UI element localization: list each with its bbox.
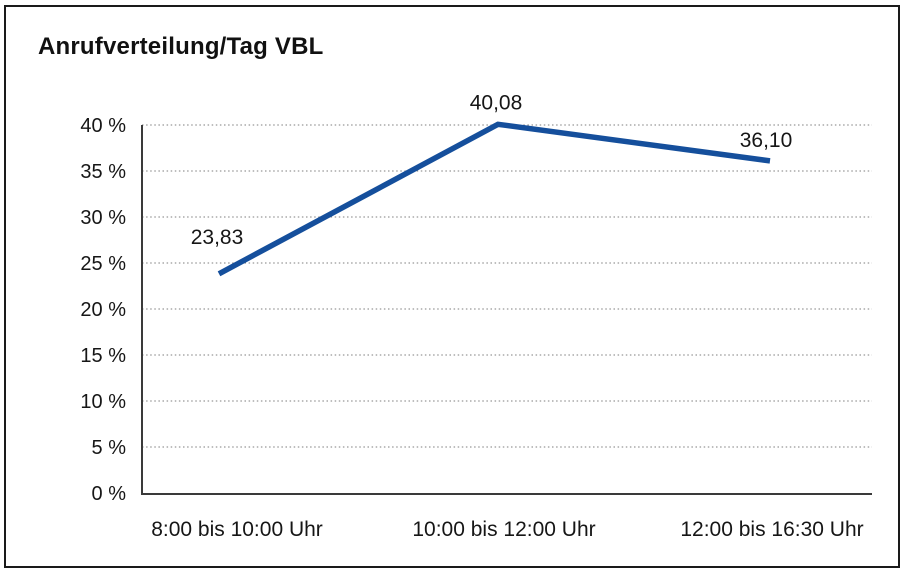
x-category-label: 10:00 bis 12:00 Uhr (412, 518, 595, 541)
y-tick-label: 25 % (80, 253, 126, 275)
y-tick-label: 15 % (80, 345, 126, 367)
chart-frame (4, 5, 900, 568)
y-tick-label: 10 % (80, 391, 126, 413)
data-label: 23,83 (191, 226, 244, 249)
y-tick-label: 20 % (80, 299, 126, 321)
data-label: 36,10 (740, 129, 793, 152)
y-tick-label: 30 % (80, 207, 126, 229)
y-tick-label: 5 % (92, 437, 127, 459)
y-tick-label: 40 % (80, 115, 126, 137)
x-category-label: 8:00 bis 10:00 Uhr (151, 518, 323, 541)
data-label: 40,08 (470, 91, 523, 114)
y-tick-label: 35 % (80, 161, 126, 183)
y-tick-label: 0 % (92, 483, 127, 505)
series-line (217, 121, 771, 277)
x-category-label: 12:00 bis 16:30 Uhr (680, 518, 863, 541)
chart-title: Anrufverteilung/Tag VBL (38, 33, 324, 60)
